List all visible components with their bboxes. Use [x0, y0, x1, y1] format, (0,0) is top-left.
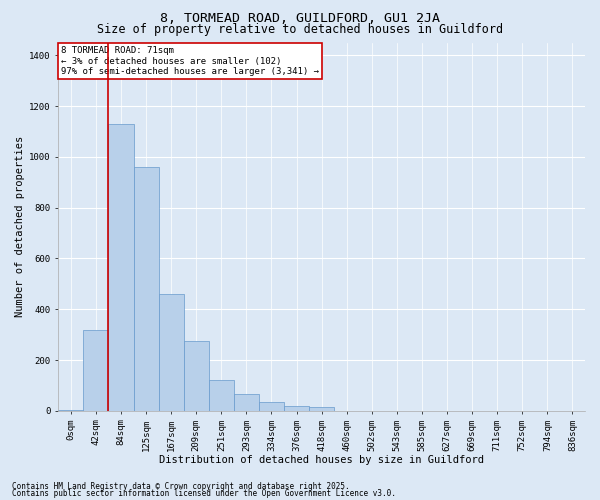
Bar	[284, 406, 309, 411]
Bar	[234, 394, 259, 411]
Bar	[134, 167, 158, 411]
Bar	[109, 124, 134, 411]
Bar	[158, 294, 184, 411]
Bar	[58, 410, 83, 411]
Text: Contains public sector information licensed under the Open Government Licence v3: Contains public sector information licen…	[12, 490, 396, 498]
Bar	[309, 407, 334, 411]
Text: 8 TORMEAD ROAD: 71sqm
← 3% of detached houses are smaller (102)
97% of semi-deta: 8 TORMEAD ROAD: 71sqm ← 3% of detached h…	[61, 46, 319, 76]
Text: Contains HM Land Registry data © Crown copyright and database right 2025.: Contains HM Land Registry data © Crown c…	[12, 482, 350, 491]
Y-axis label: Number of detached properties: Number of detached properties	[15, 136, 25, 318]
Text: 8, TORMEAD ROAD, GUILDFORD, GU1 2JA: 8, TORMEAD ROAD, GUILDFORD, GU1 2JA	[160, 12, 440, 26]
Bar	[259, 402, 284, 411]
Bar	[209, 380, 234, 411]
X-axis label: Distribution of detached houses by size in Guildford: Distribution of detached houses by size …	[159, 455, 484, 465]
Bar	[83, 330, 109, 411]
Bar	[184, 341, 209, 411]
Text: Size of property relative to detached houses in Guildford: Size of property relative to detached ho…	[97, 22, 503, 36]
